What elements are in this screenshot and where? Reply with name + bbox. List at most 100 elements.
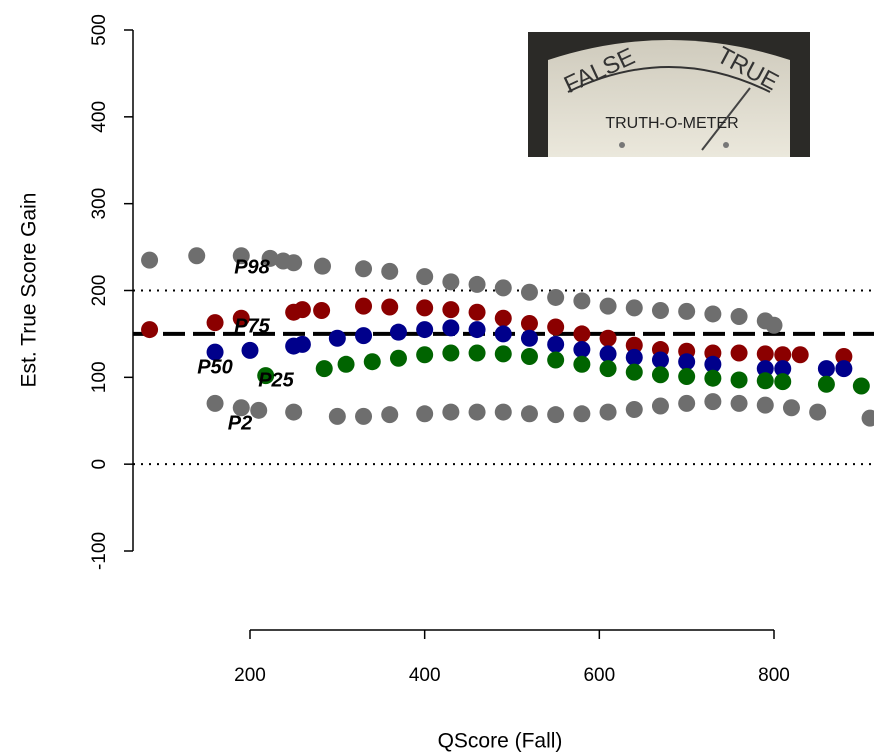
y-tick-label: 500	[89, 14, 110, 46]
point	[261, 249, 279, 267]
point	[651, 351, 669, 369]
point	[285, 254, 303, 272]
inset-label: TRUTH-O-METER	[605, 115, 738, 132]
point	[206, 394, 224, 412]
point	[678, 302, 696, 320]
x-tick-label: 400	[409, 665, 441, 686]
point	[625, 299, 643, 317]
point	[232, 247, 250, 265]
point	[520, 347, 538, 365]
point	[678, 394, 696, 412]
point	[756, 360, 774, 378]
series-label: P25	[258, 369, 294, 391]
point	[791, 346, 809, 364]
point	[206, 314, 224, 332]
point	[381, 406, 399, 424]
point	[625, 400, 643, 418]
point	[730, 308, 748, 326]
point	[257, 367, 275, 385]
point	[328, 329, 346, 347]
point	[704, 305, 722, 323]
series-label: P75	[234, 315, 270, 337]
point	[730, 394, 748, 412]
point	[599, 297, 617, 315]
point	[765, 316, 783, 334]
point	[468, 275, 486, 293]
point	[520, 283, 538, 301]
point	[442, 301, 460, 319]
point	[817, 375, 835, 393]
point	[442, 273, 460, 291]
point	[141, 251, 159, 269]
point	[520, 329, 538, 347]
series-label: P2	[228, 412, 252, 434]
point	[389, 349, 407, 367]
point	[573, 405, 591, 423]
point	[651, 397, 669, 415]
point	[756, 372, 774, 390]
point	[468, 321, 486, 339]
point	[730, 371, 748, 389]
point	[599, 360, 617, 378]
point	[573, 292, 591, 310]
point	[782, 399, 800, 417]
y-tick-label: 300	[89, 188, 110, 220]
point	[232, 309, 250, 327]
point	[337, 355, 355, 373]
point	[756, 345, 774, 363]
x-axis-label: QScore (Fall)	[438, 730, 563, 753]
point	[293, 335, 311, 353]
point	[861, 409, 874, 427]
point	[573, 325, 591, 343]
point	[520, 314, 538, 332]
point	[651, 366, 669, 384]
point	[625, 363, 643, 381]
point	[774, 346, 792, 364]
point	[774, 373, 792, 391]
point	[573, 355, 591, 373]
point	[315, 360, 333, 378]
point	[494, 403, 512, 421]
series-label: P50	[197, 356, 233, 378]
point	[651, 301, 669, 319]
point	[468, 344, 486, 362]
point	[494, 345, 512, 363]
point	[355, 327, 373, 345]
point	[599, 345, 617, 363]
point	[416, 346, 434, 364]
point	[547, 406, 565, 424]
point	[285, 403, 303, 421]
point	[835, 360, 853, 378]
point	[599, 329, 617, 347]
point	[416, 321, 434, 339]
point	[520, 405, 538, 423]
point	[250, 401, 268, 419]
y-tick-label: 400	[89, 101, 110, 133]
point	[468, 403, 486, 421]
y-tick-label: 200	[89, 275, 110, 307]
point	[206, 343, 224, 361]
point	[328, 407, 346, 425]
point	[573, 341, 591, 359]
point	[625, 348, 643, 366]
point	[389, 323, 407, 341]
point	[625, 336, 643, 354]
point	[547, 335, 565, 353]
point	[241, 341, 259, 359]
point	[704, 369, 722, 387]
point	[852, 377, 870, 395]
point	[547, 288, 565, 306]
point	[494, 309, 512, 327]
point	[416, 299, 434, 317]
point	[774, 360, 792, 378]
point	[442, 319, 460, 337]
point	[381, 262, 399, 280]
point	[730, 344, 748, 362]
x-tick-label: 200	[234, 665, 266, 686]
x-tick-label: 800	[758, 665, 790, 686]
point	[494, 325, 512, 343]
point	[678, 353, 696, 371]
point	[809, 403, 827, 421]
point	[188, 247, 206, 265]
